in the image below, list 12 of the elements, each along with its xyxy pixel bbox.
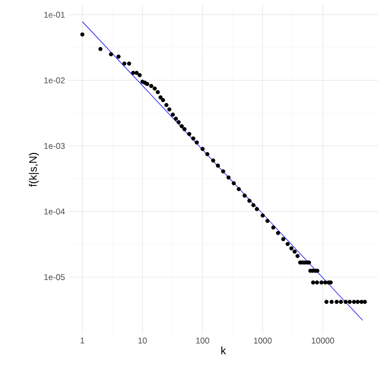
y-tick-label: 1e-04	[44, 208, 65, 215]
x-tick-label: 1000	[254, 338, 272, 344]
y-tick-label: 1e-01	[44, 12, 65, 18]
x-tick-label: 10	[138, 338, 147, 344]
x-tick-label: 100	[196, 338, 210, 344]
x-tick-label: 1	[80, 338, 84, 344]
y-tick-label: 1e-03	[44, 143, 65, 150]
y-tick-label: 1e-02	[44, 78, 65, 84]
x-tick-label: 10000	[312, 338, 334, 344]
x-axis-title: k	[221, 346, 226, 354]
y-axis-title: f(k|s,N)	[28, 153, 39, 187]
y-tick-label: 1e-05	[44, 274, 65, 280]
